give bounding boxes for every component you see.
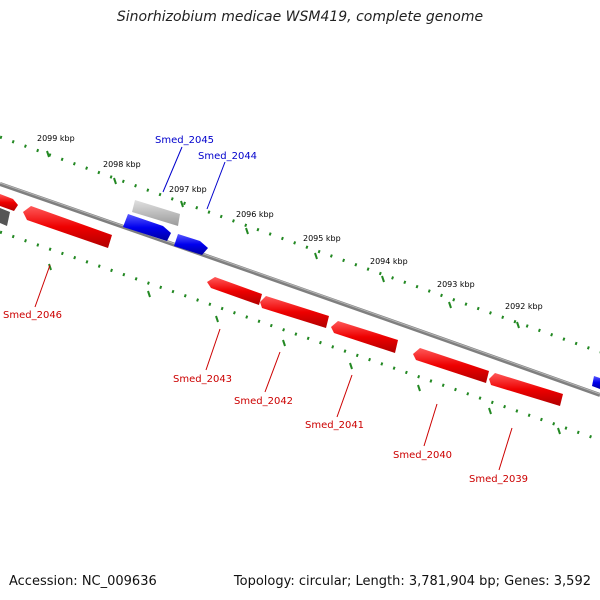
- scale-label-2095: 2095 kbp: [303, 234, 341, 243]
- scale-label-2092: 2092 kbp: [505, 302, 543, 311]
- accession-text: Accession: NC_009636: [9, 574, 157, 589]
- feature-gray[interactable]: [132, 200, 180, 226]
- gene-smed-2044[interactable]: [174, 234, 208, 255]
- map-title: Sinorhizobium medicae WSM419, complete g…: [116, 9, 484, 25]
- gene-label-smed-2046: Smed_2046: [3, 310, 62, 321]
- scale-label-2097: 2097 kbp: [169, 185, 207, 194]
- feature-clipped-gray[interactable]: [0, 208, 10, 226]
- outer-tick-track: [0, 135, 600, 354]
- inner-major-ticks: [48, 263, 561, 435]
- scale-label-2093: 2093 kbp: [437, 280, 475, 289]
- feature-clipped-red[interactable]: [0, 194, 18, 211]
- gene-smed-2042[interactable]: [260, 296, 329, 328]
- major-ticks: [46, 150, 520, 329]
- scale-label-2099: 2099 kbp: [37, 134, 75, 143]
- gene-smed-2039[interactable]: [489, 373, 563, 406]
- gene-label-smed-2041: Smed_2041: [305, 420, 364, 431]
- gene-label-smed-2040: Smed_2040: [393, 450, 452, 461]
- genome-summary-text: Topology: circular; Length: 3,781,904 bp…: [233, 574, 591, 589]
- feature-clipped-blue[interactable]: [592, 376, 600, 389]
- scale-label-2096: 2096 kbp: [236, 210, 274, 219]
- genome-backbone: [0, 182, 600, 397]
- gene-label-smed-2045: Smed_2045: [155, 135, 214, 146]
- gene-smed-2041[interactable]: [331, 321, 398, 353]
- gene-smed-2043[interactable]: [207, 277, 262, 305]
- gene-smed-2040[interactable]: [413, 348, 489, 383]
- gene-label-smed-2042: Smed_2042: [234, 396, 293, 407]
- gene-label-smed-2043: Smed_2043: [173, 374, 232, 385]
- gene-label-smed-2044: Smed_2044: [198, 151, 257, 162]
- gene-smed-2046[interactable]: [23, 206, 112, 248]
- gene-label-smed-2039: Smed_2039: [469, 474, 528, 485]
- scale-label-2094: 2094 kbp: [370, 257, 408, 266]
- scale-label-2098: 2098 kbp: [103, 160, 141, 169]
- gene-smed-2045[interactable]: [123, 214, 171, 241]
- label-connectors: [34, 146, 513, 471]
- inner-tick-track: [0, 230, 600, 442]
